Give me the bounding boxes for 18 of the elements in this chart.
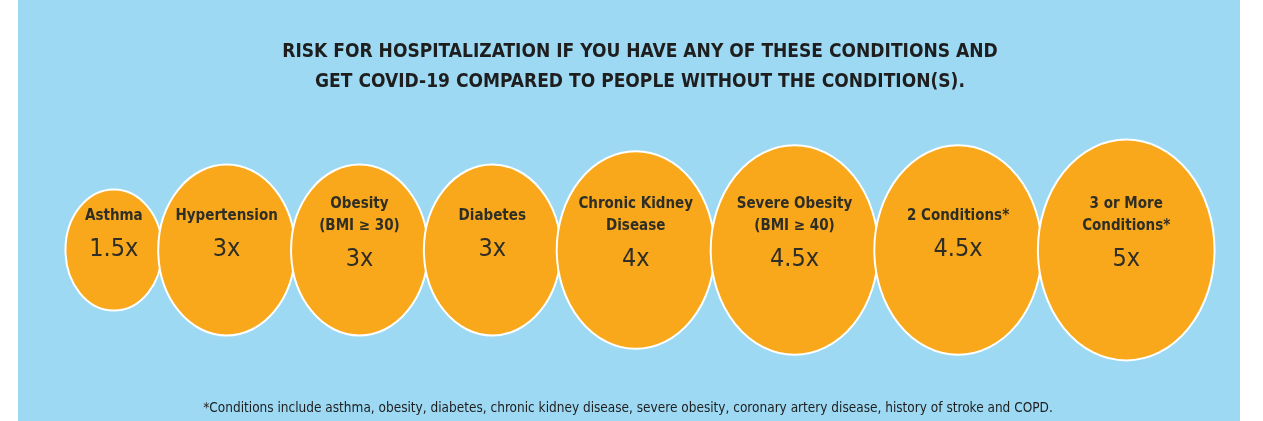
category-label: Hypertension xyxy=(175,206,278,224)
category-label: 2 Conditions* xyxy=(906,206,1010,224)
category-label: Obesity (BMI ≥ 30) xyxy=(319,194,400,234)
data-label: 3x xyxy=(345,243,374,272)
data-label: 4x xyxy=(621,243,650,272)
data-label: 1.5x xyxy=(89,233,139,262)
text: *Conditions include asthma, obesity, diabetes, chronic kidney disease, severe obesity, coronary artery disease, history of stroke and COPD. xyxy=(203,399,1053,415)
category-label: Asthma xyxy=(84,206,143,224)
category-label: Diabetes xyxy=(458,206,526,224)
category-label: 3 or More Conditions* xyxy=(1082,194,1171,234)
data-label: 4.5x xyxy=(933,233,983,262)
data-label: 5x xyxy=(1112,243,1141,272)
data-label: 3x xyxy=(212,233,241,262)
data-label: 3x xyxy=(478,233,507,262)
category-label: Chronic Kidney Disease xyxy=(578,194,694,234)
text: RISK FOR HOSPITALIZATION IF YOU HAVE ANY OF THESE CONDITIONS AND GET COVID-19 COMPARED TO PEOPLE WITHOUT THE CONDITION(S). xyxy=(282,39,998,91)
data-label: 4.5x xyxy=(769,243,820,272)
category-label: Severe Obesity (BMI ≥ 40) xyxy=(736,194,853,234)
